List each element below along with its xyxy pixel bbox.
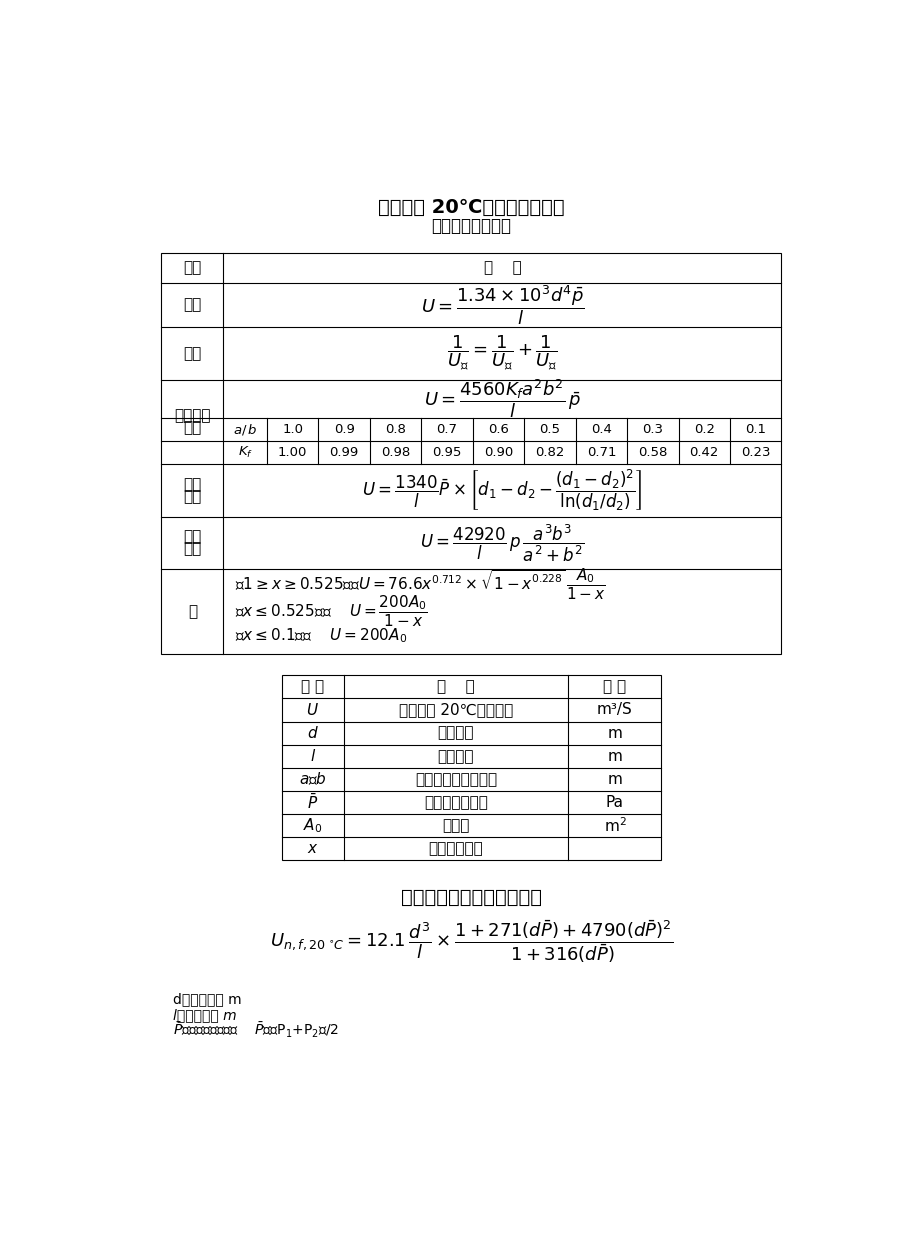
Text: m³/S: m³/S bbox=[596, 702, 632, 717]
Text: $d$: $d$ bbox=[306, 725, 318, 741]
Text: 孔面积: 孔面积 bbox=[442, 818, 470, 833]
Text: l：管道长度 m: l：管道长度 m bbox=[173, 1008, 236, 1022]
Bar bbox=[162, 253, 780, 654]
Text: 《真空设计手册》: 《真空设计手册》 bbox=[431, 218, 511, 235]
Text: 0.99: 0.99 bbox=[329, 446, 358, 459]
Text: $x$: $x$ bbox=[307, 842, 318, 857]
Text: 粘滞流下 20℃空气的管道流导: 粘滞流下 20℃空气的管道流导 bbox=[378, 198, 564, 217]
Text: 管道: 管道 bbox=[183, 542, 201, 557]
Text: 0.23: 0.23 bbox=[740, 446, 770, 459]
Text: 意    义: 意 义 bbox=[437, 680, 474, 695]
Text: 管道长度: 管道长度 bbox=[437, 748, 473, 763]
Text: 短管: 短管 bbox=[183, 346, 201, 361]
Text: $l$: $l$ bbox=[309, 748, 315, 764]
Text: 0.9: 0.9 bbox=[334, 423, 354, 436]
Text: $K_f$: $K_f$ bbox=[237, 446, 253, 461]
Text: 孔: 孔 bbox=[187, 604, 197, 619]
Text: 0.4: 0.4 bbox=[590, 423, 611, 436]
Text: 当$x \leq 0.525$时，    $U = \dfrac{200A_0}{1-x}$: 当$x \leq 0.525$时， $U = \dfrac{200A_0}{1-… bbox=[235, 594, 427, 629]
Text: 0.98: 0.98 bbox=[380, 446, 410, 459]
Text: $a$、$b$: $a$、$b$ bbox=[299, 771, 326, 788]
Text: $A_0$: $A_0$ bbox=[302, 817, 322, 835]
Text: 0.7: 0.7 bbox=[436, 423, 457, 436]
Text: $U$: $U$ bbox=[306, 702, 319, 718]
Text: Pa: Pa bbox=[606, 794, 623, 809]
Text: m: m bbox=[607, 748, 621, 763]
Text: $U = \dfrac{1.34\times10^3 d^4 \bar{p}}{l}$: $U = \dfrac{1.34\times10^3 d^4 \bar{p}}{… bbox=[420, 283, 584, 326]
Text: 直管: 直管 bbox=[183, 421, 201, 436]
Text: 0.95: 0.95 bbox=[432, 446, 461, 459]
Text: 当$1\geq x \geq 0.525$时，$U = 76.6x^{0.712}\times\sqrt{1-x^{0.228}}\,\dfrac{A_0}{1: 当$1\geq x \geq 0.525$时，$U = 76.6x^{0.712… bbox=[235, 566, 606, 603]
Text: 管道中平均压力: 管道中平均压力 bbox=[424, 794, 487, 809]
Text: $U = \dfrac{42920}{l}\,p\,\dfrac{a^3b^3}{a^2+b^2}$: $U = \dfrac{42920}{l}\,p\,\dfrac{a^3b^3}… bbox=[420, 522, 584, 564]
Text: 0.8: 0.8 bbox=[385, 423, 405, 436]
Text: 0.42: 0.42 bbox=[689, 446, 719, 459]
Text: 粘滞流一分子流下管道流导: 粘滞流一分子流下管道流导 bbox=[401, 888, 541, 906]
Text: 单 位: 单 位 bbox=[603, 680, 626, 695]
Text: m$^2$: m$^2$ bbox=[603, 817, 626, 835]
Text: $a/\,b$: $a/\,b$ bbox=[233, 422, 257, 437]
Text: d：管道直径 m: d：管道直径 m bbox=[173, 992, 242, 1006]
Text: 长管: 长管 bbox=[183, 298, 201, 312]
Text: 当$x \leq 0.1$时，    $U = 200A_0$: 当$x \leq 0.1$时， $U = 200A_0$ bbox=[235, 626, 407, 645]
Text: 0.82: 0.82 bbox=[535, 446, 564, 459]
Text: $U_{n,f,20\,{}^\circ\!C}=12.1\,\dfrac{d^3}{l}\times\dfrac{1+271(d\bar{P})+4790(d: $U_{n,f,20\,{}^\circ\!C}=12.1\,\dfrac{d^… bbox=[269, 919, 673, 965]
Text: 项目: 项目 bbox=[183, 260, 201, 275]
Text: $\dfrac{1}{U_{短}}=\dfrac{1}{U_{孔}}+\dfrac{1}{U_{管}}$: $\dfrac{1}{U_{短}}=\dfrac{1}{U_{孔}}+\dfra… bbox=[447, 334, 557, 374]
Text: 0.3: 0.3 bbox=[641, 423, 663, 436]
Text: 管道直径: 管道直径 bbox=[437, 726, 473, 741]
Text: m: m bbox=[607, 772, 621, 787]
Text: 椭圆: 椭圆 bbox=[183, 529, 201, 544]
Text: 管道: 管道 bbox=[183, 489, 201, 504]
Text: 椭圆长半轴，短半轴: 椭圆长半轴，短半轴 bbox=[414, 772, 496, 787]
Text: 0.1: 0.1 bbox=[744, 423, 766, 436]
Text: $U = \dfrac{1340}{l}\bar{P}\times\left[d_1-d_2-\dfrac{(d_1-d_2)^2}{\ln(d_1/d_2)}: $U = \dfrac{1340}{l}\bar{P}\times\left[d… bbox=[362, 468, 642, 513]
Text: 1.00: 1.00 bbox=[278, 446, 307, 459]
Text: $\bar{P}$：管道中平均压力    $\bar{P}$＝（P$_1$+P$_2$）/2: $\bar{P}$：管道中平均压力 $\bar{P}$＝（P$_1$+P$_2$… bbox=[173, 1021, 339, 1040]
Text: 1.0: 1.0 bbox=[282, 423, 302, 436]
Text: 0.6: 0.6 bbox=[487, 423, 508, 436]
Text: $U = \dfrac{4560K_f a^2 b^2}{l}\,\bar{p}$: $U = \dfrac{4560K_f a^2 b^2}{l}\,\bar{p}… bbox=[424, 377, 581, 421]
Text: 0.71: 0.71 bbox=[586, 446, 616, 459]
Text: 粘滞流下 20℃空气流导: 粘滞流下 20℃空气流导 bbox=[399, 702, 513, 717]
Text: 0.5: 0.5 bbox=[539, 423, 560, 436]
Text: m: m bbox=[607, 726, 621, 741]
Text: 0.90: 0.90 bbox=[483, 446, 513, 459]
Text: $\bar{P}$: $\bar{P}$ bbox=[307, 793, 318, 812]
Text: 矩形截面: 矩形截面 bbox=[174, 408, 210, 423]
Text: 符 号: 符 号 bbox=[301, 680, 323, 695]
Text: 环形: 环形 bbox=[183, 477, 201, 492]
Text: 公    式: 公 式 bbox=[483, 260, 521, 275]
Text: 0.58: 0.58 bbox=[638, 446, 667, 459]
Text: 孔两侧压力比: 孔两侧压力比 bbox=[428, 842, 482, 857]
Bar bbox=[281, 675, 661, 860]
Text: 0.2: 0.2 bbox=[693, 423, 714, 436]
